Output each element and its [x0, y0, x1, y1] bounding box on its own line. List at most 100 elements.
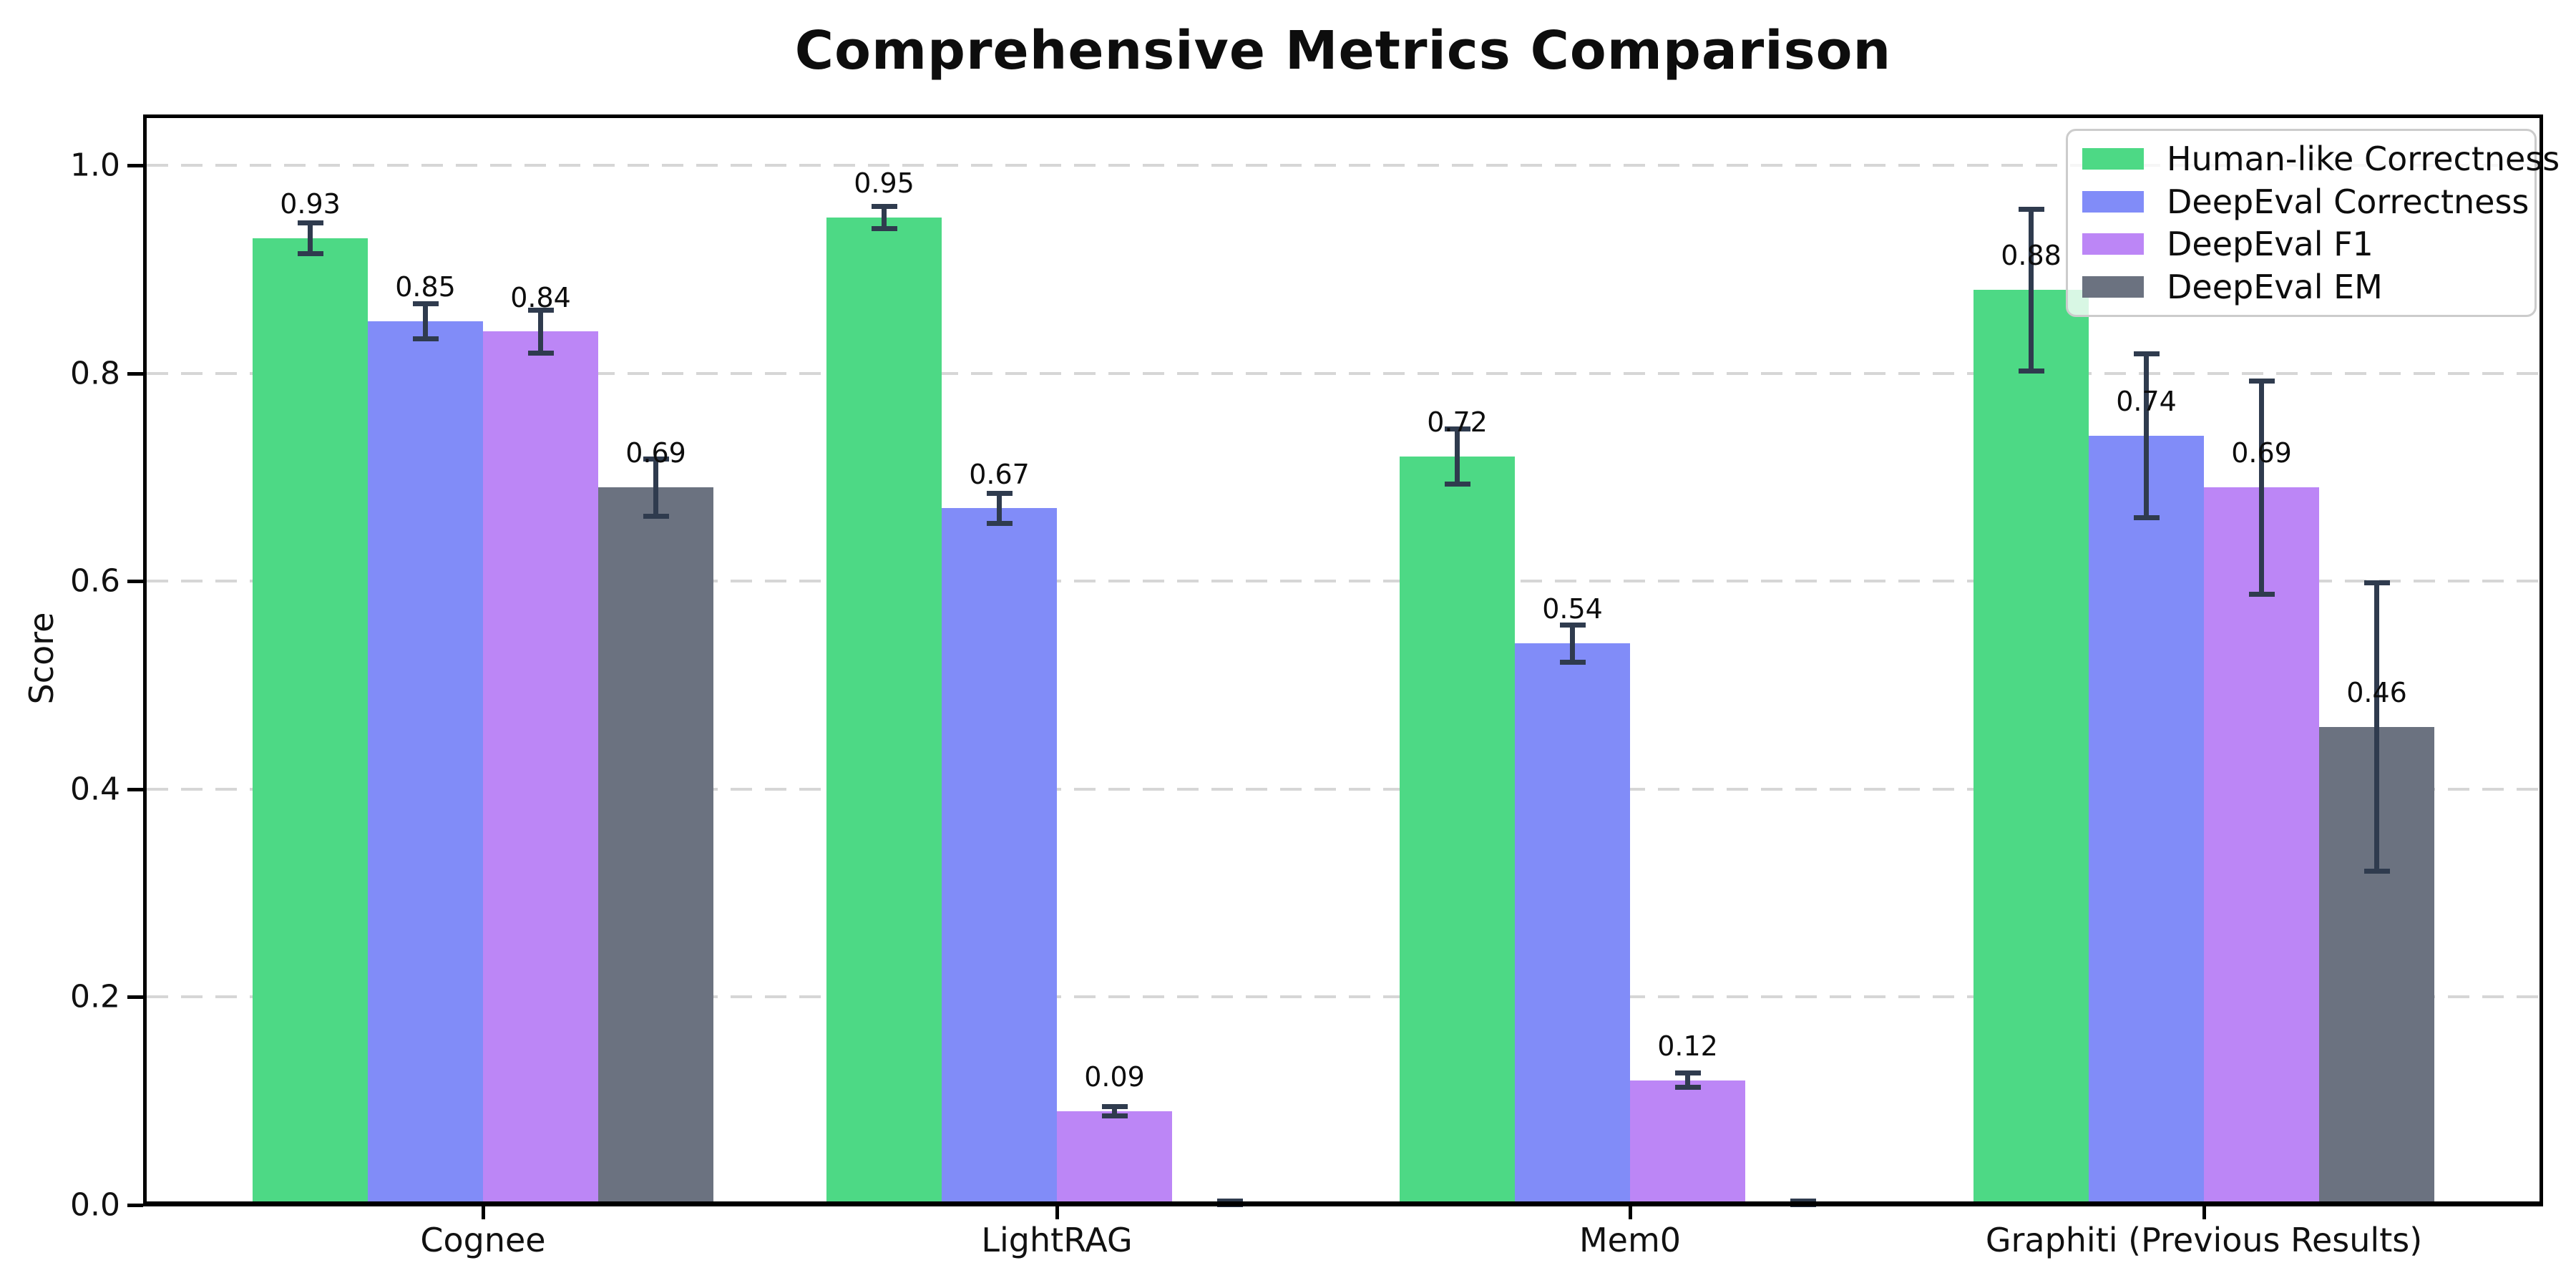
- y-tick-mark: [127, 1204, 143, 1207]
- error-bar-top-cap: [2248, 378, 2275, 384]
- bar: [1974, 290, 2089, 1205]
- error-bar-top-cap: [1444, 426, 1470, 431]
- error-bar-top-cap: [871, 203, 897, 209]
- y-tick-label: 0.0: [70, 1186, 120, 1224]
- gridline: [147, 787, 2540, 791]
- error-bar-bottom-cap: [2133, 514, 2160, 520]
- y-tick-label: 0.8: [70, 355, 120, 392]
- bar: [368, 321, 483, 1205]
- error-bar: [1112, 1106, 1117, 1117]
- gridline: [147, 580, 2540, 583]
- bar-value-label: 0.88: [2001, 240, 2062, 272]
- error-bar: [423, 303, 428, 339]
- bar: [598, 487, 713, 1205]
- error-bar-bottom-cap: [986, 521, 1013, 527]
- error-bar-bottom-cap: [412, 336, 439, 341]
- bar-value-label: 0.46: [2346, 676, 2407, 708]
- legend-swatch: [2082, 190, 2144, 213]
- x-tick-label: Graphiti (Previous Results): [1985, 1221, 2423, 1259]
- y-tick-label: 0.4: [70, 771, 120, 808]
- y-tick-label: 1.0: [70, 147, 120, 184]
- gridline: [147, 371, 2540, 375]
- error-bar-top-cap: [1101, 1103, 1128, 1109]
- legend: Human-like Correctness DeepEval Correctne…: [2066, 129, 2560, 317]
- error-bar-top-cap: [297, 220, 323, 225]
- x-axis-line: [143, 1201, 2543, 1206]
- bar-value-label: 0.09: [1084, 1061, 1145, 1093]
- bar-value-label: 0.67: [969, 458, 1030, 490]
- bar-value-label: 0.84: [510, 281, 571, 313]
- legend-label: DeepEval Correctness: [2167, 182, 2529, 221]
- legend-item: DeepEval Correctness: [2082, 182, 2529, 221]
- error-bar: [997, 492, 1002, 525]
- error-bar-top-cap: [1790, 1199, 1816, 1204]
- error-bar: [1570, 625, 1575, 663]
- error-bar-top-cap: [412, 301, 439, 307]
- bar-value-label: 0.69: [2231, 437, 2292, 469]
- error-bar-bottom-cap: [2363, 868, 2390, 874]
- bar-value-label: 0.72: [1427, 406, 1488, 438]
- x-tick-mark: [482, 1206, 485, 1219]
- error-bar-bottom-cap: [1674, 1084, 1701, 1090]
- x-tick-label: Mem0: [1579, 1221, 1682, 1259]
- legend-label: DeepEval EM: [2167, 268, 2383, 307]
- bar: [1057, 1111, 1172, 1205]
- error-bar-bottom-cap: [297, 250, 323, 256]
- error-bar-bottom-cap: [1559, 659, 1586, 665]
- y-tick-mark: [127, 164, 143, 167]
- error-bar: [1685, 1073, 1690, 1088]
- error-bar-top-cap: [1559, 623, 1586, 628]
- y-tick-mark: [127, 995, 143, 1000]
- error-bar-top-cap: [1216, 1199, 1243, 1204]
- legend-swatch: [2082, 147, 2144, 170]
- bar-value-label: 0.85: [395, 271, 456, 303]
- bar-value-label: 0.69: [625, 437, 686, 469]
- y-axis-label: Score: [22, 612, 61, 705]
- error-bar-bottom-cap: [643, 514, 669, 519]
- error-bar-top-cap: [643, 456, 669, 462]
- x-tick-mark: [1055, 1206, 1059, 1219]
- y-tick-mark: [127, 371, 143, 376]
- legend-item: Human-like Correctness: [2082, 140, 2560, 178]
- error-bar: [2259, 380, 2264, 595]
- y-tick-label: 0.6: [70, 562, 120, 600]
- x-tick-label: Cognee: [420, 1221, 546, 1259]
- x-tick-label: LightRAG: [981, 1221, 1133, 1259]
- error-bar-top-cap: [2363, 580, 2390, 585]
- error-bar-bottom-cap: [2248, 592, 2275, 597]
- legend-item: DeepEval EM: [2082, 268, 2520, 306]
- chart-title: Comprehensive Metrics Comparison: [794, 20, 1892, 82]
- error-bar-top-cap: [1674, 1070, 1701, 1076]
- error-bar: [2144, 353, 2149, 518]
- error-bar-bottom-cap: [2018, 368, 2044, 374]
- bar-value-label: 0.95: [854, 167, 914, 199]
- error-bar-bottom-cap: [527, 350, 554, 356]
- gridline: [147, 164, 2540, 167]
- error-bar: [653, 458, 658, 517]
- bar: [826, 217, 942, 1205]
- bar: [483, 331, 598, 1205]
- x-tick-mark: [1629, 1206, 1632, 1219]
- error-bar: [1455, 428, 1460, 485]
- y-tick-label: 0.2: [70, 978, 120, 1015]
- legend-label: Human-like Correctness: [2167, 139, 2560, 178]
- error-bar-top-cap: [2018, 207, 2044, 213]
- y-tick-mark: [127, 787, 143, 791]
- error-bar: [2029, 209, 2034, 371]
- error-bar-top-cap: [527, 307, 554, 313]
- error-bar: [538, 309, 543, 353]
- bar: [1400, 456, 1515, 1205]
- bar: [942, 508, 1057, 1205]
- bar: [1630, 1080, 1745, 1205]
- legend-label: DeepEval F1: [2167, 225, 2373, 264]
- legend-swatch: [2082, 276, 2144, 298]
- error-bar: [882, 205, 887, 229]
- bar: [1515, 643, 1630, 1205]
- bar-value-label: 0.74: [2116, 385, 2177, 417]
- y-tick-mark: [127, 580, 143, 584]
- gridline: [147, 995, 2540, 999]
- error-bar-top-cap: [986, 490, 1013, 496]
- x-tick-mark: [2202, 1206, 2206, 1219]
- legend-swatch: [2082, 233, 2144, 255]
